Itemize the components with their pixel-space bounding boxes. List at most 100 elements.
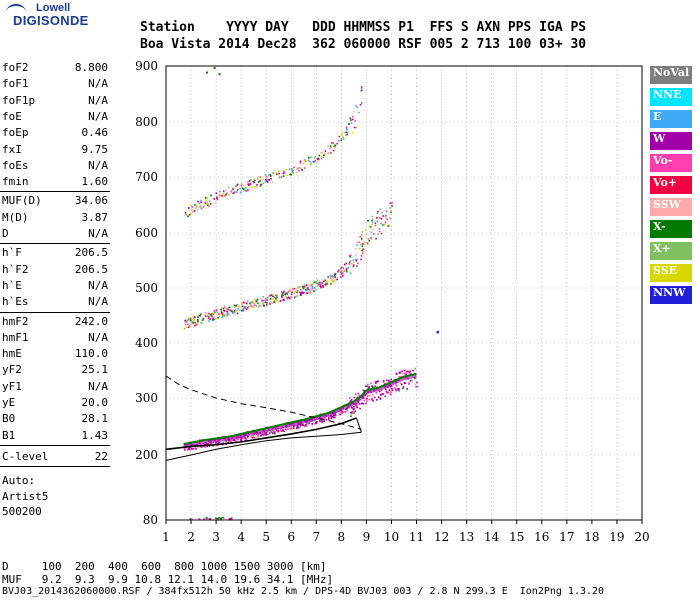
echo-point xyxy=(372,386,374,389)
echo-point xyxy=(241,303,243,305)
echo-point xyxy=(335,272,338,275)
echo-point xyxy=(241,301,244,304)
echo-point xyxy=(341,271,343,274)
param-label: fxI xyxy=(2,142,22,156)
echo-point xyxy=(224,314,227,316)
echo-point xyxy=(282,293,285,295)
echo-point xyxy=(404,372,406,375)
echo-point xyxy=(244,306,247,308)
echo-point xyxy=(221,194,223,197)
echo-point xyxy=(206,315,208,317)
echo-point xyxy=(345,134,347,136)
echo-point xyxy=(316,285,319,288)
echo-point xyxy=(346,407,349,410)
param-label: hmF2 xyxy=(2,314,29,328)
echo-point xyxy=(376,212,379,215)
echo-point xyxy=(345,262,347,265)
echo-point xyxy=(314,155,317,158)
echo-point xyxy=(380,393,382,396)
echo-point xyxy=(277,170,280,173)
echo-point xyxy=(349,117,352,120)
echo-point xyxy=(344,270,347,272)
echo-point xyxy=(357,392,360,395)
echo-point xyxy=(334,416,336,419)
echo-point xyxy=(195,207,197,210)
echo-point xyxy=(234,191,236,193)
echo-point xyxy=(193,324,196,327)
echo-point xyxy=(400,383,403,386)
echo-point xyxy=(240,184,243,187)
echo-point xyxy=(216,199,218,201)
echo-point xyxy=(283,430,285,433)
echo-point xyxy=(395,372,397,375)
echo-point xyxy=(195,323,197,326)
legend-item-vo: Vo- xyxy=(650,154,692,172)
echo-point xyxy=(252,180,255,183)
param-ye: yE 20.0 xyxy=(2,395,108,410)
echo-point xyxy=(266,179,269,181)
echo-point xyxy=(251,435,253,437)
echo-point xyxy=(260,183,262,186)
echo-point xyxy=(382,393,385,395)
footer-distance-line: D 100 200 400 600 800 1000 1500 3000 [km… xyxy=(2,560,327,573)
echo-point xyxy=(198,206,201,208)
stray-point xyxy=(436,330,440,334)
param-value: N/A xyxy=(88,158,108,172)
stray-point xyxy=(206,71,209,74)
echo-point xyxy=(360,238,363,240)
echo-point xyxy=(236,309,238,312)
echo-point xyxy=(293,426,295,428)
legend-item-e: E xyxy=(650,110,692,128)
echo-point xyxy=(233,306,236,309)
echo-point xyxy=(214,318,217,320)
echo-point xyxy=(342,267,344,269)
echo-point xyxy=(359,235,361,238)
echo-point xyxy=(247,183,250,185)
echo-point xyxy=(321,151,323,154)
echo-point xyxy=(350,262,353,265)
echo-point xyxy=(329,147,332,149)
echo-point xyxy=(408,383,410,385)
param-label: yE xyxy=(2,396,16,409)
echo-point xyxy=(356,264,358,267)
echo-point xyxy=(261,183,263,186)
echo-point xyxy=(298,166,301,169)
echo-point xyxy=(362,250,365,253)
param-value: 9.75 xyxy=(81,142,109,156)
echo-point xyxy=(223,315,226,318)
param-value: 28.1 xyxy=(81,412,109,426)
echo-point xyxy=(380,222,382,225)
echo-point xyxy=(350,122,353,124)
echo-point xyxy=(260,305,262,307)
echo-point xyxy=(408,382,410,384)
echo-point xyxy=(257,302,259,305)
echo-point xyxy=(245,187,247,189)
echo-point xyxy=(255,305,258,307)
echo-point xyxy=(390,211,392,213)
echo-point xyxy=(342,136,345,139)
param-label: foF1 xyxy=(2,77,29,91)
echo-point xyxy=(343,263,346,266)
echo-point xyxy=(192,321,195,324)
echo-point xyxy=(226,315,228,318)
echo-point xyxy=(292,427,295,430)
echo-point xyxy=(225,194,227,197)
echo-point xyxy=(203,443,206,446)
echo-point xyxy=(274,430,276,433)
echo-point xyxy=(242,308,245,310)
echo-point xyxy=(225,308,228,310)
echo-point xyxy=(383,224,385,226)
echo-point xyxy=(213,317,216,319)
y-tick-label: 300 xyxy=(135,391,158,405)
echo-point xyxy=(246,181,249,183)
echo-point xyxy=(239,309,241,312)
echo-point xyxy=(198,202,201,205)
echo-point xyxy=(253,302,256,304)
echo-point xyxy=(341,131,344,134)
param-label: foEp xyxy=(2,126,29,140)
echo-point xyxy=(270,294,273,296)
echo-point xyxy=(330,278,333,280)
echo-point xyxy=(354,393,357,395)
echo-point xyxy=(360,87,363,89)
x-tick-label: 1 xyxy=(162,530,170,544)
